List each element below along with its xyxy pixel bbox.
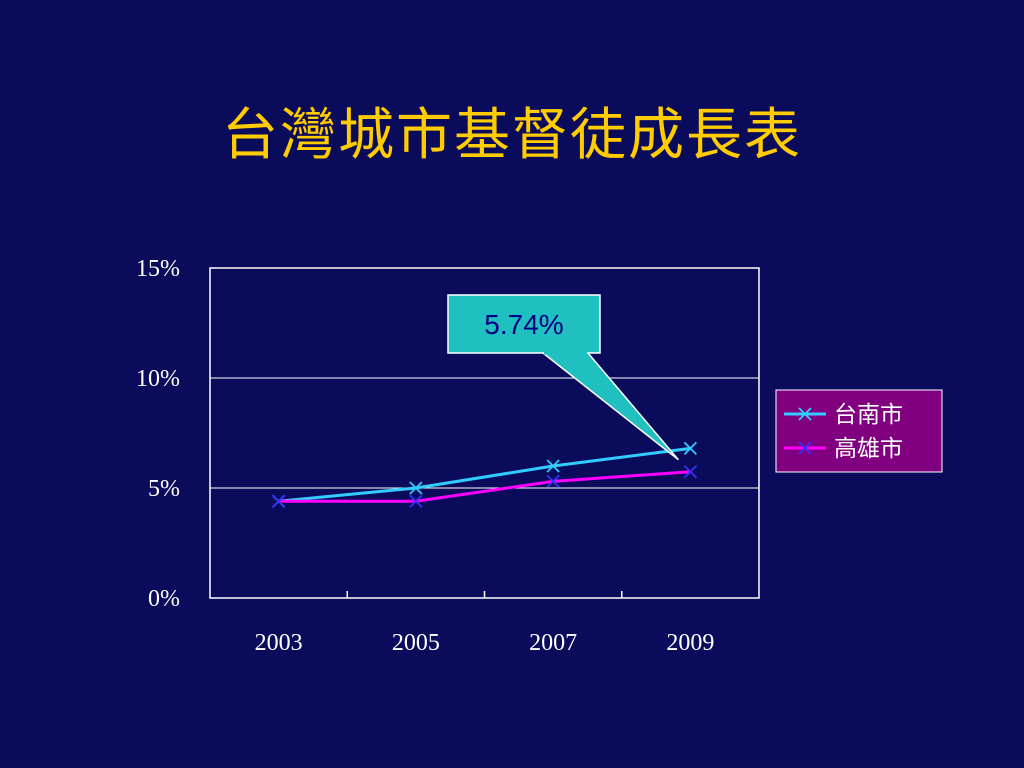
data-point-marker xyxy=(409,494,423,508)
data-point-marker xyxy=(409,481,423,495)
x-axis-ticks: 2003 2005 2007 2009 xyxy=(255,591,714,656)
y-tick-label: 5% xyxy=(148,476,180,502)
data-point-marker xyxy=(546,459,560,473)
x-tick-label: 2005 xyxy=(392,630,440,656)
legend-marker xyxy=(798,441,812,455)
callout: 5.74% xyxy=(447,294,679,461)
x-tick-label: 2003 xyxy=(255,630,303,656)
data-point-marker xyxy=(683,465,698,479)
y-tick-label: 0% xyxy=(148,586,180,612)
x-tick-label: 2009 xyxy=(666,630,714,656)
y-tick-label: 10% xyxy=(136,366,180,392)
legend-box xyxy=(775,389,943,473)
legend-label: 高雄市 xyxy=(834,436,903,462)
y-tick-label: 15% xyxy=(136,256,180,282)
slide-title: 台灣城市基督徒成長表 xyxy=(222,103,802,168)
data-point-marker xyxy=(683,441,698,456)
series-lines xyxy=(271,441,698,508)
data-point-marker xyxy=(271,494,286,508)
callout-pointer xyxy=(540,352,679,461)
callout-label: 5.74% xyxy=(484,309,563,340)
legend-marker xyxy=(798,407,812,421)
legend-item: 台南市 xyxy=(784,402,903,428)
data-point-marker xyxy=(546,474,560,489)
gridlines xyxy=(210,377,759,489)
legend-label: 台南市 xyxy=(834,402,903,428)
callout-box xyxy=(447,294,601,354)
legend-item: 高雄市 xyxy=(784,436,903,462)
x-tick-label: 2007 xyxy=(529,630,577,656)
series-line-2 xyxy=(278,470,691,503)
series-line-1 xyxy=(278,446,691,503)
y-axis-ticks: 0% 5% 10% 15% xyxy=(136,256,180,612)
